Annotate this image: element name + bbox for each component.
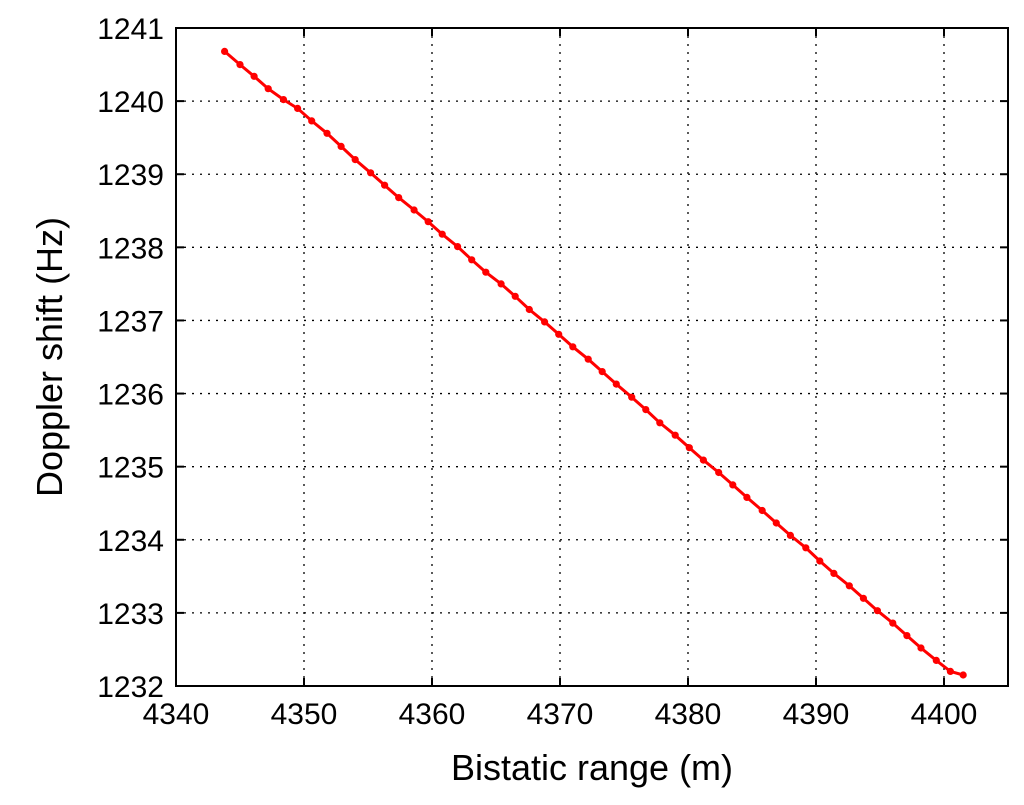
- y-tick-label: 1233: [97, 598, 164, 631]
- x-tick-label: 4350: [271, 698, 338, 731]
- data-point: [830, 569, 838, 578]
- y-tick-label: 1234: [97, 525, 164, 558]
- x-axis-title: Bistatic range (m): [451, 747, 733, 788]
- data-point: [482, 268, 490, 276]
- data-point: [873, 607, 882, 615]
- data-point: [699, 456, 708, 464]
- x-tick-label: 4400: [911, 698, 978, 731]
- data-point: [264, 85, 272, 93]
- data-point: [308, 117, 316, 125]
- axis-ticks: [175, 27, 1008, 687]
- data-point: [438, 230, 446, 238]
- data-point: [729, 481, 737, 489]
- data-point: [715, 468, 723, 477]
- data-point: [454, 243, 462, 251]
- data-point: [786, 531, 795, 540]
- data-point: [497, 280, 505, 288]
- data-point: [859, 594, 868, 602]
- data-point: [424, 218, 432, 226]
- data-point: [279, 96, 288, 104]
- data-point: [758, 506, 766, 515]
- plot-frame: [175, 27, 1009, 687]
- data-point: [772, 519, 780, 527]
- data-point: [367, 169, 375, 177]
- series-doppler-shift: [221, 47, 967, 679]
- data-point: [642, 406, 650, 414]
- data-point: [816, 557, 824, 565]
- y-tick-labels: 1232 1233 1234 1235 1236 1237 1238 1239 1240 1241: [97, 13, 164, 704]
- data-point: [337, 142, 345, 150]
- data-point: [294, 104, 302, 112]
- data-point: [598, 368, 606, 376]
- data-point: [525, 305, 533, 314]
- data-point: [903, 632, 911, 640]
- grid: [176, 28, 1008, 686]
- data-point: [628, 393, 636, 401]
- x-tick-label: 4340: [143, 698, 210, 731]
- y-axis-title: Doppler shift (Hz): [29, 217, 70, 497]
- data-point: [917, 644, 925, 652]
- x-tick-label: 4370: [527, 698, 594, 731]
- data-point: [743, 493, 751, 501]
- data-point: [656, 419, 664, 427]
- x-tick-label: 4360: [399, 698, 466, 731]
- data-point: [932, 656, 940, 665]
- data-point: [323, 129, 331, 137]
- y-tick-label: 1235: [97, 452, 164, 485]
- x-tick-labels: 4340 4350 4360 4370 4380 4390 4400: [143, 698, 978, 731]
- y-tick-label: 1241: [97, 13, 164, 46]
- data-point: [541, 318, 549, 326]
- data-point: [845, 582, 853, 590]
- data-point: [511, 292, 519, 300]
- data-point: [671, 431, 679, 439]
- y-tick-label: 1240: [97, 86, 164, 119]
- series-line: [223, 50, 964, 677]
- data-point: [569, 343, 577, 351]
- y-tick-label: 1236: [97, 379, 164, 412]
- y-tick-label: 1232: [97, 671, 164, 704]
- data-point: [946, 667, 955, 676]
- data-point: [889, 619, 897, 627]
- data-point: [584, 355, 592, 363]
- data-point: [612, 380, 620, 388]
- data-point: [250, 72, 258, 80]
- data-point: [395, 194, 403, 202]
- data-point: [221, 47, 229, 56]
- y-tick-label: 1237: [97, 305, 164, 338]
- data-point: [410, 206, 418, 214]
- x-tick-label: 4390: [783, 698, 850, 731]
- data-point: [685, 444, 693, 452]
- y-tick-label: 1239: [97, 159, 164, 192]
- data-point: [351, 156, 359, 164]
- data-point: [381, 181, 389, 189]
- x-tick-label: 4380: [655, 698, 722, 731]
- data-point: [236, 61, 244, 69]
- data-point: [555, 330, 563, 338]
- data-point: [468, 256, 476, 264]
- data-point: [802, 544, 810, 552]
- y-tick-label: 1238: [97, 232, 164, 265]
- data-point: [959, 671, 967, 679]
